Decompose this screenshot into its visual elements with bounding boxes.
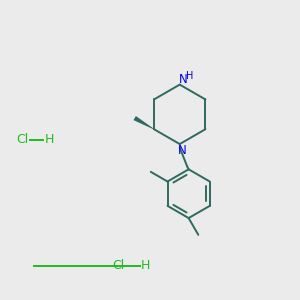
- Text: H: H: [185, 71, 193, 81]
- Text: Cl: Cl: [16, 133, 28, 146]
- Polygon shape: [134, 116, 154, 130]
- Text: H: H: [141, 260, 150, 272]
- Text: N: N: [178, 143, 187, 157]
- Text: N: N: [179, 73, 188, 86]
- Text: H: H: [44, 133, 54, 146]
- Text: Cl: Cl: [113, 260, 125, 272]
